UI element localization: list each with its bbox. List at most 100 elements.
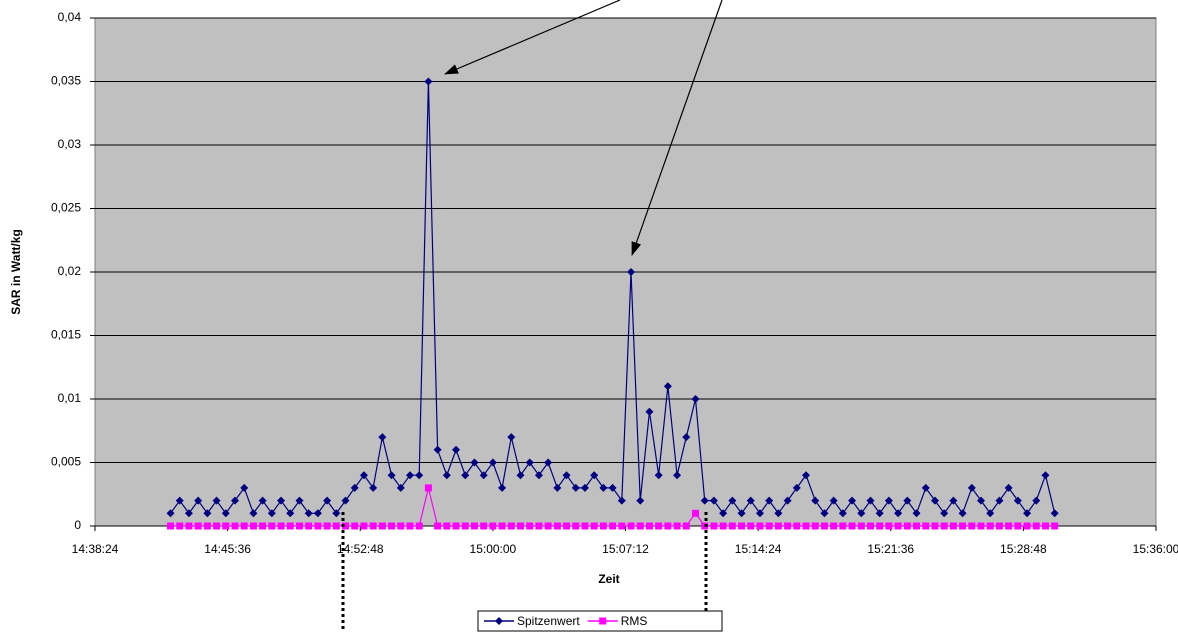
marker xyxy=(737,509,746,518)
marker xyxy=(470,522,478,530)
marker xyxy=(793,522,801,530)
y-tick-label: 0,005 xyxy=(51,455,81,469)
marker xyxy=(517,522,525,530)
marker xyxy=(959,522,967,530)
marker xyxy=(185,522,193,530)
x-tick-label: 14:52:48 xyxy=(337,542,384,556)
marker xyxy=(940,522,948,530)
marker xyxy=(350,483,359,492)
marker xyxy=(728,496,737,505)
marker xyxy=(563,522,571,530)
marker xyxy=(857,509,866,518)
x-tick-label: 15:36:00 xyxy=(1133,542,1178,556)
marker xyxy=(709,496,718,505)
marker xyxy=(323,522,331,530)
marker xyxy=(691,395,700,403)
marker xyxy=(442,471,451,480)
marker xyxy=(958,509,967,518)
marker xyxy=(1032,522,1040,530)
marker xyxy=(184,509,193,518)
legend: Spitzenwert RMS xyxy=(477,610,723,632)
marker xyxy=(719,509,728,518)
y-tick-label: 0,04 xyxy=(58,10,82,24)
marker xyxy=(231,522,239,530)
marker xyxy=(388,522,396,530)
marker xyxy=(617,496,626,505)
marker xyxy=(848,496,857,505)
marker xyxy=(885,522,893,530)
marker xyxy=(1004,483,1013,492)
marker xyxy=(1041,522,1049,530)
marker xyxy=(875,509,884,518)
marker xyxy=(488,458,497,467)
y-tick-label: 0,01 xyxy=(58,391,82,405)
marker xyxy=(571,483,580,492)
x-tick-label: 14:38:24 xyxy=(72,542,119,556)
marker xyxy=(664,522,672,530)
marker xyxy=(212,496,221,505)
marker xyxy=(405,471,414,480)
marker xyxy=(489,522,497,530)
marker xyxy=(167,522,175,530)
marker xyxy=(526,522,534,530)
marker xyxy=(194,522,202,530)
marker xyxy=(1041,471,1050,480)
marker xyxy=(599,617,607,625)
marker xyxy=(755,509,764,518)
marker xyxy=(866,522,874,530)
y-tick-label: 0 xyxy=(74,518,81,532)
marker xyxy=(986,522,994,530)
marker xyxy=(221,509,230,518)
y-tick-label: 0,02 xyxy=(58,264,82,278)
marker xyxy=(1050,509,1059,518)
marker xyxy=(922,522,930,530)
marker xyxy=(940,509,949,518)
marker xyxy=(784,522,792,530)
marker xyxy=(691,509,699,517)
marker xyxy=(673,471,682,480)
marker xyxy=(424,484,432,492)
marker xyxy=(396,483,405,492)
annotation-arrow xyxy=(444,0,621,75)
marker xyxy=(949,496,958,505)
marker xyxy=(581,522,589,530)
marker xyxy=(470,458,479,467)
marker xyxy=(599,522,607,530)
marker xyxy=(636,522,644,530)
annotation-arrow xyxy=(631,0,723,256)
marker xyxy=(553,483,562,492)
marker xyxy=(1014,522,1022,530)
x-tick-label: 15:07:12 xyxy=(602,542,649,556)
marker xyxy=(240,522,248,530)
marker xyxy=(544,522,552,530)
marker xyxy=(792,483,801,492)
marker xyxy=(894,509,903,518)
marker xyxy=(194,496,203,505)
marker xyxy=(562,471,571,480)
marker xyxy=(415,471,424,480)
marker xyxy=(986,509,995,518)
marker xyxy=(304,509,313,518)
marker xyxy=(351,522,359,530)
marker xyxy=(1023,522,1031,530)
marker xyxy=(903,496,912,505)
marker xyxy=(258,496,267,505)
marker xyxy=(341,496,350,505)
marker xyxy=(728,522,736,530)
marker xyxy=(313,509,322,518)
marker xyxy=(811,496,820,505)
marker xyxy=(495,617,503,625)
marker xyxy=(608,483,617,492)
marker xyxy=(443,522,451,530)
marker xyxy=(655,522,663,530)
marker xyxy=(747,522,755,530)
marker xyxy=(461,471,470,480)
marker xyxy=(295,522,303,530)
marker xyxy=(967,483,976,492)
marker xyxy=(480,522,488,530)
marker xyxy=(166,509,175,518)
marker xyxy=(968,522,976,530)
marker xyxy=(387,471,396,480)
marker xyxy=(534,471,543,480)
